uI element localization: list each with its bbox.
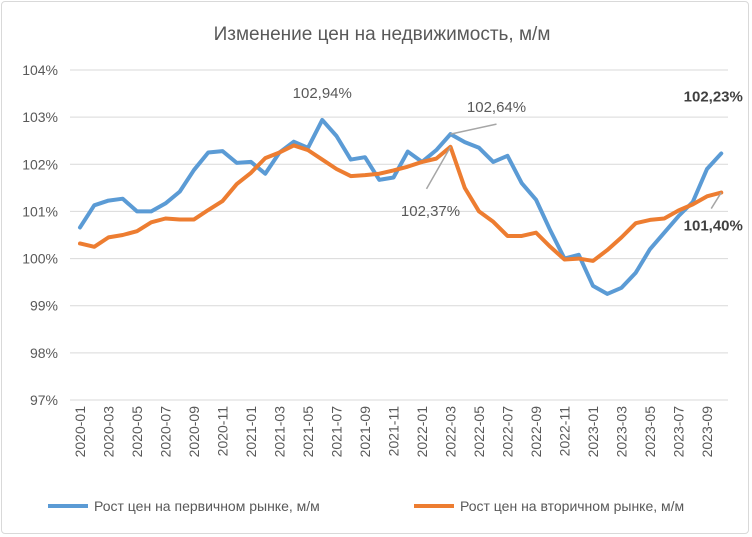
x-tick-label: 2022-09 (528, 406, 544, 458)
data-label: 102,64% (467, 99, 526, 116)
series-line-2 (78, 143, 724, 263)
x-tick-label: 2020-09 (186, 406, 202, 458)
x-tick-label: 2020-07 (158, 406, 174, 458)
x-tick-label: 2021-01 (243, 406, 259, 458)
x-tick-label: 2022-01 (414, 406, 430, 458)
x-tick-label: 2020-11 (215, 406, 231, 457)
x-tick-label: 2021-07 (329, 406, 345, 458)
y-tick-label: 100% (22, 251, 58, 267)
y-tick-label: 99% (30, 298, 58, 314)
data-label: 101,40% (684, 218, 743, 235)
data-label: 102,37% (401, 203, 460, 220)
data-label: 102,94% (293, 85, 352, 102)
x-tick-label: 2022-03 (443, 406, 459, 458)
x-tick-label: 2022-07 (500, 406, 516, 458)
y-tick-label: 101% (22, 203, 58, 219)
x-tick-label: 2023-07 (671, 406, 687, 458)
x-tick-label: 2023-01 (585, 406, 601, 458)
legend-label: Рост цен на первичном рынке, м/м (94, 498, 320, 514)
x-tick-label: 2020-01 (72, 406, 88, 458)
annotation-leader (450, 123, 497, 135)
x-tick-label: 2022-11 (557, 406, 573, 457)
annotation-leader (425, 146, 452, 190)
x-tick-label: 2021-09 (357, 406, 373, 458)
x-tick-label: 2023-05 (642, 406, 658, 458)
x-tick-label: 2023-09 (699, 406, 715, 458)
x-tick-label: 2021-03 (272, 406, 288, 458)
x-tick-label: 2023-03 (614, 406, 630, 458)
x-tick-label: 2022-05 (471, 406, 487, 458)
x-tick-label: 2021-05 (300, 406, 316, 458)
x-tick-label: 2021-11 (386, 406, 402, 457)
annotation-leader (710, 192, 722, 209)
y-tick-label: 97% (30, 392, 58, 408)
y-tick-label: 102% (22, 156, 58, 172)
data-label: 102,23% (684, 88, 743, 105)
y-tick-label: 103% (22, 109, 58, 125)
x-tick-label: 2020-05 (129, 406, 145, 458)
series-line-1 (78, 117, 724, 296)
y-tick-label: 98% (30, 345, 58, 361)
x-tick-label: 2020-03 (101, 406, 117, 458)
chart-title: Изменение цен на недвижимость, м/м (214, 24, 551, 45)
legend-label: Рост цен на вторичном рынке, м/м (460, 498, 684, 514)
y-tick-label: 104% (22, 62, 58, 78)
